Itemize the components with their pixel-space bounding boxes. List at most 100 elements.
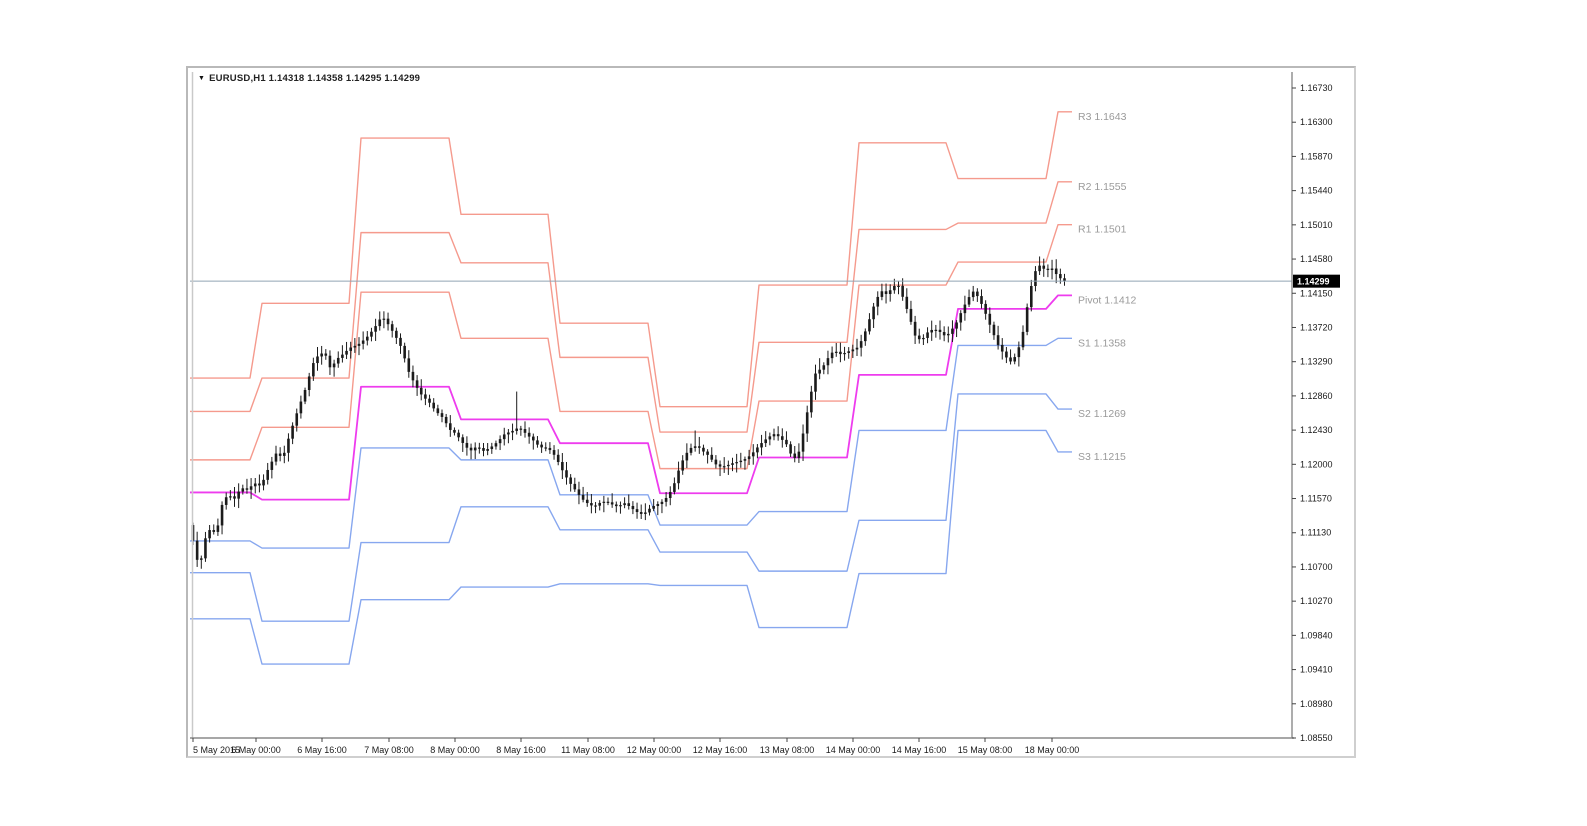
candle-body bbox=[810, 391, 813, 413]
candle-body bbox=[905, 296, 909, 309]
candle-body bbox=[1034, 271, 1037, 287]
candle-body bbox=[727, 464, 730, 467]
candle-body bbox=[996, 335, 1000, 345]
pivot-line-r1 bbox=[190, 223, 1072, 470]
candle-body bbox=[407, 358, 411, 372]
candle-body bbox=[1046, 268, 1050, 270]
price-tick-label: 1.08550 bbox=[1300, 733, 1333, 743]
candle-body bbox=[615, 504, 618, 507]
candle-body bbox=[378, 319, 382, 327]
candle-body bbox=[395, 330, 398, 338]
time-tick-label: 6 May 00:00 bbox=[231, 745, 281, 755]
candle-body bbox=[291, 425, 294, 439]
time-tick-label: 12 May 00:00 bbox=[627, 745, 682, 755]
candle-body bbox=[229, 496, 232, 498]
candle-body bbox=[274, 453, 278, 462]
candle-body bbox=[648, 508, 651, 513]
candle-body bbox=[266, 469, 269, 480]
candle-body bbox=[233, 496, 236, 499]
candle-body bbox=[507, 432, 510, 435]
candle-body bbox=[976, 291, 979, 297]
candle-body bbox=[839, 351, 842, 355]
candle-body bbox=[797, 451, 801, 458]
candle-body bbox=[494, 443, 498, 447]
candle-body bbox=[403, 345, 406, 359]
candle-body bbox=[411, 371, 415, 381]
candle-body bbox=[432, 402, 435, 409]
candle-body bbox=[959, 313, 963, 323]
candle-body bbox=[864, 331, 867, 342]
candle-body bbox=[826, 358, 830, 366]
pivot-label-pivot: Pivot 1.1412 bbox=[1078, 294, 1137, 306]
candle-body bbox=[805, 412, 809, 434]
candle-body bbox=[888, 290, 892, 295]
time-tick-label: 7 May 08:00 bbox=[364, 745, 414, 755]
price-tick-label: 1.10700 bbox=[1300, 562, 1333, 572]
candle-body bbox=[880, 291, 884, 297]
candle-body bbox=[299, 401, 303, 414]
candle-body bbox=[619, 505, 622, 507]
candle-body bbox=[366, 336, 369, 341]
price-tick-label: 1.09410 bbox=[1300, 665, 1333, 675]
candle-body bbox=[801, 433, 805, 452]
candle-body bbox=[556, 454, 560, 463]
candle-body bbox=[523, 429, 527, 433]
candle-body bbox=[781, 436, 784, 440]
time-tick-label: 12 May 16:00 bbox=[693, 745, 748, 755]
candle-body bbox=[668, 491, 672, 498]
chart-title: ▼ EURUSD,H1 1.14318 1.14358 1.14295 1.142… bbox=[198, 73, 420, 84]
candle-body bbox=[307, 376, 311, 391]
candle-body bbox=[457, 432, 460, 438]
candle-body bbox=[532, 436, 535, 441]
time-tick-label: 13 May 08:00 bbox=[760, 745, 815, 755]
candle-body bbox=[283, 452, 286, 456]
candle-body bbox=[843, 352, 846, 355]
price-tick-label: 1.16730 bbox=[1300, 83, 1333, 93]
candle-body bbox=[237, 491, 240, 499]
candle-body bbox=[1017, 347, 1021, 358]
candle-body bbox=[652, 506, 655, 509]
candle-body bbox=[851, 349, 855, 352]
candle-body bbox=[565, 470, 568, 478]
symbol-dropdown-arrow-icon[interactable]: ▼ bbox=[198, 75, 206, 82]
candle-body bbox=[1013, 357, 1016, 362]
candle-body bbox=[461, 437, 465, 443]
candle-body bbox=[428, 398, 431, 403]
candle-body bbox=[988, 313, 992, 325]
candle-body bbox=[955, 322, 958, 329]
candle-body bbox=[673, 483, 676, 492]
pivot-label-r3: R3 1.1643 bbox=[1078, 111, 1127, 123]
pivot-label-r2: R2 1.1555 bbox=[1078, 181, 1127, 193]
candle-body bbox=[735, 462, 738, 464]
candle-body bbox=[519, 428, 523, 430]
candle-body bbox=[731, 463, 734, 465]
candle-body bbox=[345, 350, 348, 355]
pivot-label-s1: S1 1.1358 bbox=[1078, 337, 1126, 349]
pivot-line-r2 bbox=[190, 181, 1072, 433]
chart-canvas[interactable]: R3 1.1643 R2 1.1555 R1 1.1501 Pivot 1.1412 S… bbox=[188, 68, 1354, 756]
time-tick-label: 18 May 00:00 bbox=[1025, 745, 1080, 755]
candle-body bbox=[1025, 307, 1029, 332]
candle-body bbox=[357, 343, 361, 346]
chart-title-text: EURUSD,H1 1.14318 1.14358 1.14295 1.1429… bbox=[209, 73, 421, 84]
candle-body bbox=[1054, 268, 1058, 275]
price-tick-label: 1.11130 bbox=[1300, 528, 1331, 538]
candle-body bbox=[478, 447, 481, 449]
price-tick-label: 1.13290 bbox=[1300, 357, 1333, 367]
price-axis[interactable]: 1.16730 1.16300 1.15870 1.15440 1.15010 1.145… bbox=[1292, 83, 1333, 743]
time-tick-label: 14 May 00:00 bbox=[826, 745, 881, 755]
candle-body bbox=[490, 446, 494, 450]
candle-body bbox=[901, 285, 904, 297]
candle-body bbox=[772, 434, 776, 437]
candle-body bbox=[751, 452, 755, 457]
candle-body bbox=[610, 502, 614, 505]
candle-body bbox=[449, 423, 452, 430]
candle-body bbox=[660, 501, 664, 505]
candle-body bbox=[328, 355, 332, 368]
candle-body bbox=[216, 525, 220, 532]
candle-body bbox=[623, 503, 626, 506]
candle-body bbox=[967, 297, 971, 305]
candle-body bbox=[768, 436, 772, 440]
candle-body bbox=[834, 351, 838, 353]
